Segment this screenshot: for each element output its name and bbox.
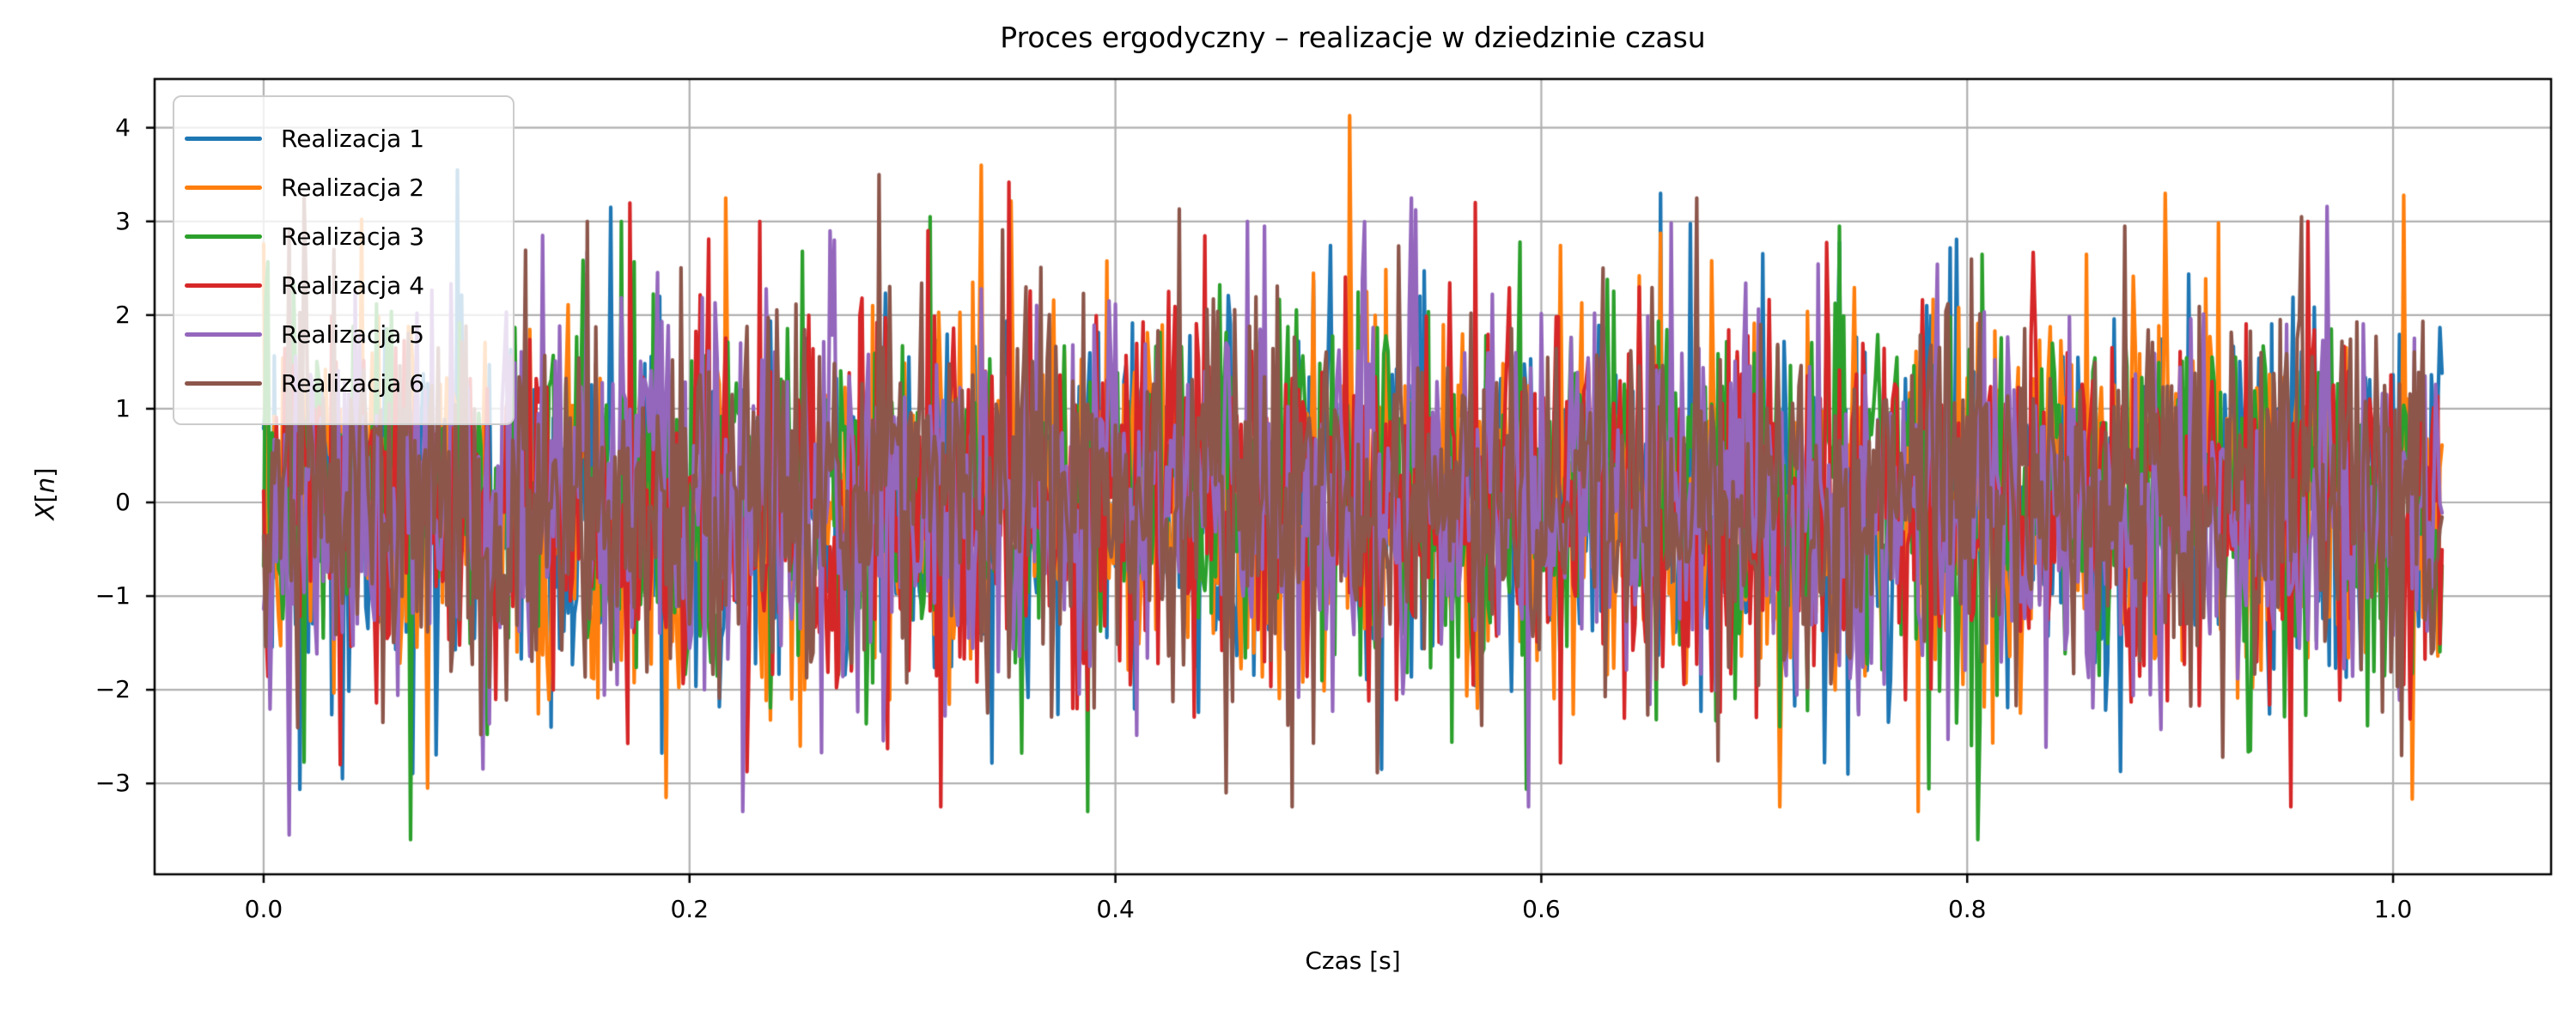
legend-item: Realizacja 2 [174, 163, 513, 212]
y-tick-label: 4 [115, 113, 131, 142]
x-tick-label: 0.0 [244, 895, 283, 923]
legend-line-swatch [185, 186, 262, 190]
legend-line-swatch [185, 137, 262, 141]
legend-line-swatch [185, 332, 262, 337]
legend-item: Realizacja 3 [174, 212, 513, 261]
x-axis-label: Czas [s] [1305, 946, 1401, 975]
legend-label: Realizacja 2 [281, 173, 425, 202]
x-tick-label: 0.2 [670, 895, 709, 923]
legend-line-swatch [185, 283, 262, 288]
legend-label: Realizacja 4 [281, 271, 425, 300]
x-tick-label: 0.6 [1522, 895, 1561, 923]
x-tick-label: 1.0 [2373, 895, 2413, 923]
legend-label: Realizacja 1 [281, 125, 425, 153]
chart-title: Proces ergodyczny – realizacje w dziedzi… [1000, 21, 1706, 54]
legend-line-swatch [185, 234, 262, 239]
legend-label: Realizacja 3 [281, 222, 425, 251]
y-tick-label: −1 [94, 581, 131, 611]
y-tick-label: 2 [115, 300, 131, 329]
legend-label: Realizacja 5 [281, 320, 425, 349]
legend-label: Realizacja 6 [281, 369, 425, 398]
legend: Realizacja 1 Realizacja 2 Realizacja 3 Real… [173, 95, 515, 425]
x-tick-label: 0.4 [1096, 895, 1135, 923]
y-tick-label: 1 [115, 393, 131, 423]
y-tick-label: −2 [94, 675, 131, 704]
y-tick-label: −3 [94, 769, 131, 798]
legend-item: Realizacja 5 [174, 310, 513, 359]
legend-item: Realizacja 6 [174, 359, 513, 408]
legend-item: Realizacja 4 [174, 261, 513, 310]
x-tick-label: 0.8 [1947, 895, 1987, 923]
y-tick-label: 3 [115, 206, 131, 235]
y-tick-label: 0 [115, 487, 131, 516]
legend-line-swatch [185, 381, 262, 386]
legend-item: Realizacja 1 [174, 114, 513, 163]
